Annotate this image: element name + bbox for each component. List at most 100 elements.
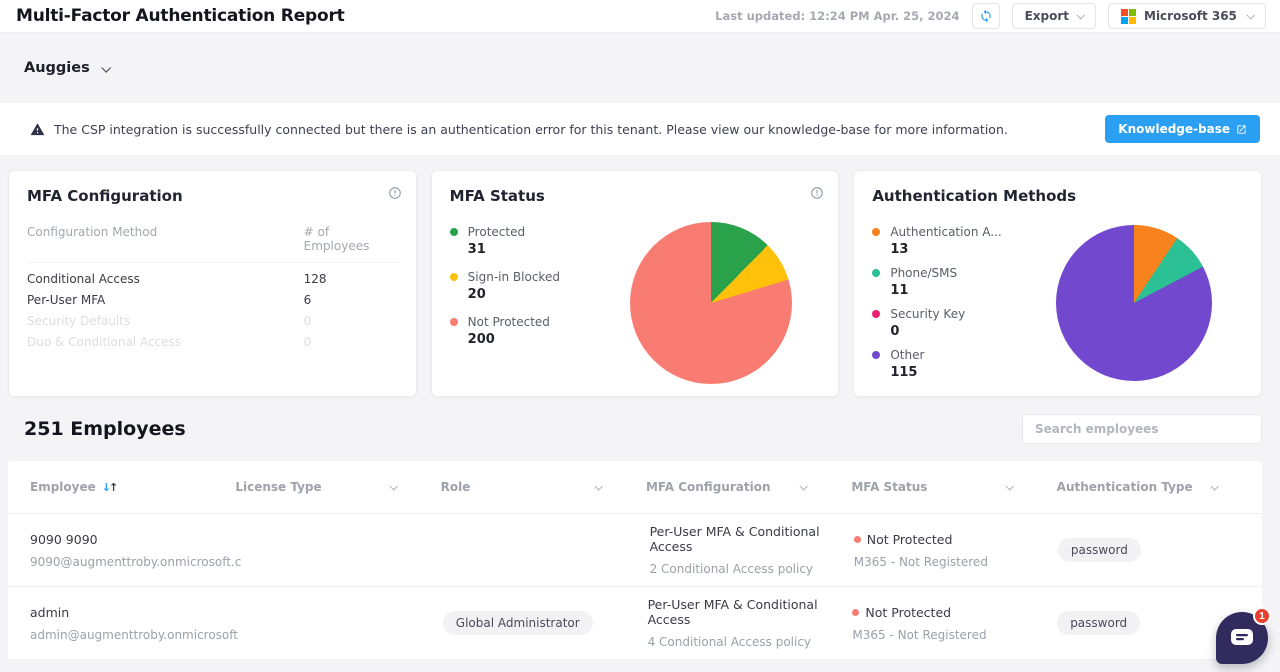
chat-widget-button[interactable]: 1 bbox=[1216, 607, 1271, 664]
legend-label: Phone/SMS bbox=[890, 266, 958, 280]
mfa-status-legend: Protected 31 Sign-in Blocked 20 Not Prot… bbox=[449, 219, 602, 387]
mfa-configuration-cell: Per-User MFA & Conditional Access 2 Cond… bbox=[650, 524, 854, 576]
employee-name: 9090 9090 bbox=[30, 531, 98, 547]
config-row-label: Duo & Conditional Access bbox=[27, 335, 182, 349]
mfa-config-main: Per-User MFA & Conditional Access bbox=[649, 524, 820, 554]
microsoft-365-dropdown[interactable]: Microsoft 365 bbox=[1108, 3, 1266, 29]
column-label: MFA Status bbox=[851, 480, 928, 494]
chevron-down-icon bbox=[1005, 482, 1014, 491]
mfa-status-card: MFA Status Protected 31 Sign-in Blocked … bbox=[430, 170, 840, 397]
legend-value: 31 bbox=[467, 242, 486, 257]
legend-value: 11 bbox=[890, 283, 909, 298]
mfa-configuration-table: Configuration Method # of Employees Cond… bbox=[27, 221, 398, 353]
external-link-icon bbox=[1236, 124, 1247, 135]
search-employees-input[interactable] bbox=[1022, 414, 1262, 444]
legend-label: Not Protected bbox=[467, 315, 550, 329]
config-table-header: Configuration Method # of Employees bbox=[27, 221, 398, 263]
sort-icons: ↓↑ bbox=[101, 480, 119, 494]
mfa-status-sub: M365 - Not Registered bbox=[852, 627, 987, 642]
legend-dot-icon bbox=[872, 351, 881, 359]
legend-label: Sign-in Blocked bbox=[467, 270, 560, 284]
microsoft-logo-icon bbox=[1121, 8, 1136, 24]
employee-name: admin bbox=[30, 604, 70, 620]
employee-count-header: # of Employees bbox=[303, 224, 370, 253]
employee-email: admin@augmenttroby.onmicrosoft bbox=[30, 627, 238, 642]
column-label: MFA Configuration bbox=[645, 480, 771, 494]
column-header-license-type[interactable]: License Type bbox=[235, 480, 440, 494]
mfa-status-cell: Not Protected M365 - Not Registered bbox=[852, 605, 1057, 642]
legend-label: Authentication A... bbox=[890, 225, 1002, 239]
legend-item: Phone/SMS 11 bbox=[872, 266, 1024, 298]
info-icon[interactable] bbox=[810, 185, 824, 204]
auth-type-badge: password bbox=[1057, 538, 1141, 562]
tenant-selector[interactable]: Auggies bbox=[24, 60, 111, 76]
employee-cell: admin admin@augmenttroby.onmicrosoft bbox=[30, 605, 238, 642]
role-badge: Global Administrator bbox=[442, 611, 593, 635]
refresh-icon bbox=[979, 9, 993, 23]
legend-value: 20 bbox=[467, 287, 486, 302]
tenant-name: Auggies bbox=[24, 60, 90, 76]
status-dot-icon bbox=[853, 535, 861, 543]
export-button[interactable]: Export bbox=[1011, 3, 1096, 29]
mfa-config-sub: 4 Conditional Access policy bbox=[647, 635, 812, 649]
summary-cards: MFA Configuration Configuration Method #… bbox=[8, 170, 1262, 397]
mfa-config-main: Per-User MFA & Conditional Access bbox=[647, 597, 818, 627]
mfa-status-label: Not Protected bbox=[865, 604, 952, 620]
legend-label: Other bbox=[890, 348, 925, 362]
last-updated-text: Last updated: 12:24 PM Apr. 25, 2024 bbox=[715, 9, 960, 23]
mfa-status-label: Not Protected bbox=[866, 531, 953, 547]
config-row-label: Security Defaults bbox=[27, 314, 131, 328]
legend-item: Other 115 bbox=[872, 348, 1024, 380]
column-header-mfa-status[interactable]: MFA Status bbox=[851, 480, 1056, 494]
column-header-role[interactable]: Role bbox=[441, 480, 646, 494]
chevron-down-icon bbox=[1246, 11, 1255, 20]
legend-dot-icon bbox=[449, 228, 458, 236]
column-header-employee[interactable]: Employee ↓↑ bbox=[30, 480, 235, 494]
refresh-button[interactable] bbox=[971, 3, 1000, 29]
csp-warning-banner: The CSP integration is successfully conn… bbox=[0, 103, 1280, 155]
mfa-status-title: MFA Status bbox=[449, 187, 545, 205]
knowledge-base-label: Knowledge-base bbox=[1118, 122, 1230, 136]
role-cell: Global Administrator bbox=[442, 611, 648, 635]
auth-type-badge: password bbox=[1057, 611, 1141, 635]
legend-item: Not Protected 200 bbox=[449, 315, 602, 347]
microsoft-365-label: Microsoft 365 bbox=[1144, 9, 1237, 23]
employee-email: 9090@augmenttroby.onmicrosoft.c bbox=[30, 554, 242, 569]
legend-item: Protected 31 bbox=[449, 225, 602, 257]
legend-dot-icon bbox=[872, 228, 881, 236]
table-row: admin admin@augmenttroby.onmicrosoft Glo… bbox=[8, 587, 1262, 660]
page-title: Multi-Factor Authentication Report bbox=[16, 6, 345, 26]
employees-table-header: Employee ↓↑ License Type Role MFA Config… bbox=[8, 461, 1262, 514]
employees-section-header: 251 Employees bbox=[0, 397, 1280, 461]
employee-cell: 9090 9090 9090@augmenttroby.onmicrosoft.… bbox=[30, 532, 241, 569]
legend-value: 200 bbox=[467, 332, 495, 347]
config-row-label: Conditional Access bbox=[27, 272, 140, 286]
config-row: Conditional Access 128 bbox=[27, 269, 398, 290]
legend-item: Sign-in Blocked 20 bbox=[449, 270, 602, 302]
chevron-down-icon bbox=[594, 482, 603, 491]
employees-count-heading: 251 Employees bbox=[24, 418, 186, 440]
authentication-methods-pie-chart[interactable] bbox=[1055, 225, 1212, 381]
mfa-configuration-title: MFA Configuration bbox=[27, 187, 183, 205]
column-label: Employee bbox=[30, 480, 96, 494]
info-icon[interactable] bbox=[388, 185, 402, 204]
legend-item: Security Key 0 bbox=[872, 307, 1024, 339]
chevron-down-icon bbox=[1076, 11, 1085, 20]
status-dot-icon bbox=[852, 608, 860, 616]
config-row: Security Defaults 0 bbox=[27, 311, 398, 332]
mfa-status-sub: M365 - Not Registered bbox=[853, 554, 988, 569]
column-label: Role bbox=[440, 480, 471, 494]
config-row-value: 128 bbox=[303, 272, 327, 286]
authentication-methods-legend: Authentication A... 13 Phone/SMS 11 Secu… bbox=[872, 219, 1024, 387]
legend-dot-icon bbox=[872, 269, 881, 277]
chat-icon bbox=[1230, 628, 1254, 648]
chevron-down-icon bbox=[389, 482, 398, 491]
mfa-status-pie-chart[interactable] bbox=[629, 222, 792, 384]
chevron-down-icon bbox=[799, 482, 809, 491]
legend-value: 13 bbox=[890, 242, 909, 257]
knowledge-base-button[interactable]: Knowledge-base bbox=[1105, 115, 1260, 143]
table-row: 9090 9090 9090@augmenttroby.onmicrosoft.… bbox=[8, 514, 1262, 587]
column-header-mfa-configuration[interactable]: MFA Configuration bbox=[646, 480, 851, 494]
top-bar: Multi-Factor Authentication Report Last … bbox=[0, 0, 1280, 33]
column-header-authentication-type[interactable]: Authentication Type bbox=[1057, 480, 1262, 494]
